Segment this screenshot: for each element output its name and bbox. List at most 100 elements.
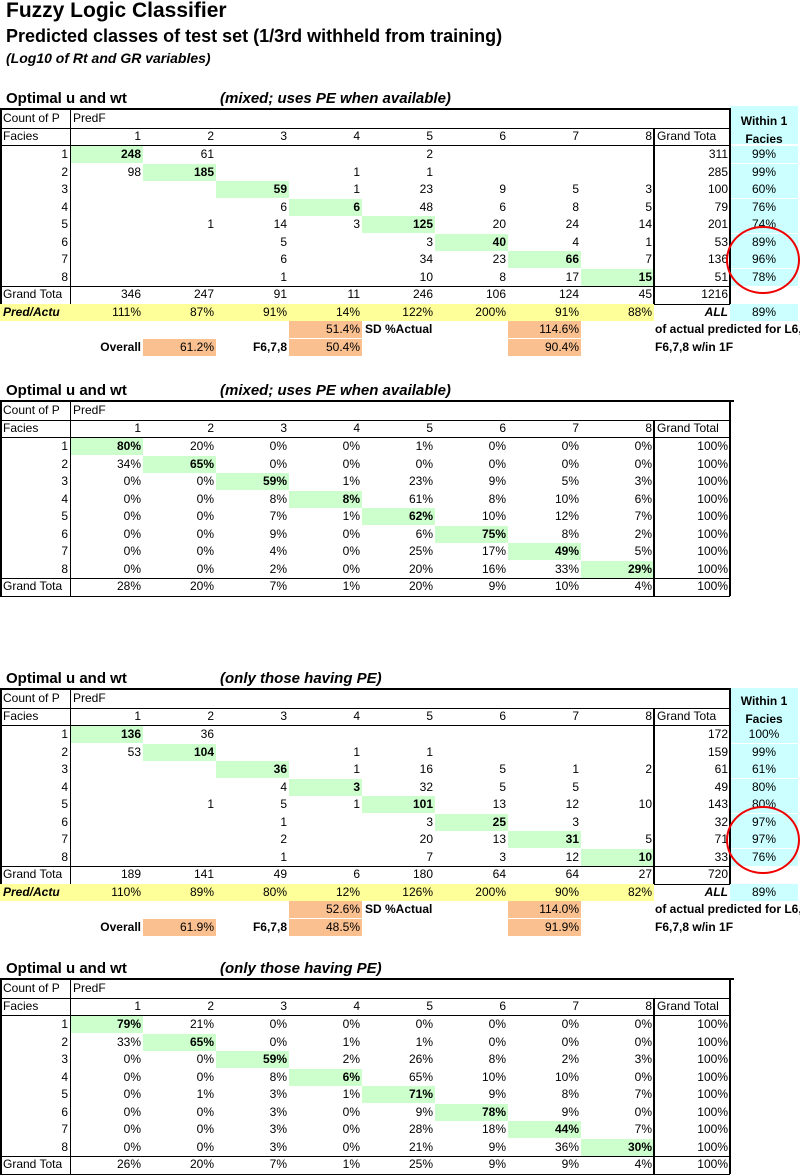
- grand-total-row-cell[interactable]: 49: [273, 867, 287, 881]
- pred-actual-cell[interactable]: 91%: [554, 304, 579, 319]
- table-cell[interactable]: 5: [645, 832, 652, 846]
- table-cell[interactable]: 9%: [488, 474, 506, 488]
- table-cell[interactable]: 7: [645, 252, 652, 266]
- table-cell[interactable]: 1%: [342, 509, 360, 523]
- table-cell[interactable]: 0%: [634, 1104, 652, 1119]
- table-cell[interactable]: 1: [280, 269, 287, 284]
- table-cell[interactable]: 10: [419, 269, 433, 284]
- diagonal-cell[interactable]: 59%: [216, 1051, 289, 1068]
- grand-total-cell[interactable]: 100%: [697, 1034, 728, 1049]
- diagonal-cell[interactable]: 78%: [435, 1103, 508, 1121]
- grand-total-cell[interactable]: 100%: [697, 509, 728, 523]
- grand-total-row-cell[interactable]: 26%: [116, 1157, 141, 1171]
- table-cell[interactable]: 33%: [554, 561, 579, 576]
- table-cell[interactable]: 0%: [342, 526, 360, 541]
- table-cell[interactable]: [508, 164, 581, 181]
- diagonal-cell[interactable]: 185: [143, 163, 216, 181]
- grand-total-row-cell[interactable]: 1%: [342, 1157, 360, 1171]
- grand-total-cell[interactable]: 172: [707, 727, 728, 741]
- grand-total-row-cell[interactable]: 6: [353, 867, 360, 881]
- table-cell[interactable]: 0%: [342, 1104, 360, 1119]
- table-cell[interactable]: 1: [280, 849, 287, 864]
- pred-actual-cell[interactable]: 89%: [189, 884, 214, 899]
- table-cell[interactable]: 3%: [634, 1052, 652, 1066]
- table-cell[interactable]: 0%: [123, 491, 141, 506]
- grand-total-row-cell[interactable]: 124: [558, 287, 579, 301]
- grand-total-row-cell[interactable]: 246: [412, 287, 433, 301]
- table-cell[interactable]: [70, 234, 143, 251]
- table-cell[interactable]: 1: [353, 744, 360, 759]
- table-cell[interactable]: 0%: [123, 561, 141, 576]
- table-cell[interactable]: 1%: [342, 1034, 360, 1049]
- diagonal-cell[interactable]: 71%: [362, 1086, 435, 1103]
- table-cell[interactable]: 8%: [488, 491, 506, 506]
- table-cell[interactable]: [143, 849, 216, 866]
- table-cell[interactable]: 25%: [408, 544, 433, 558]
- within-1f-value[interactable]: 91.9%: [508, 918, 581, 936]
- table-cell[interactable]: [143, 761, 216, 778]
- table-cell[interactable]: 16%: [481, 561, 506, 576]
- table-cell[interactable]: 1%: [415, 439, 433, 453]
- table-cell[interactable]: 12: [565, 797, 579, 811]
- table-cell[interactable]: 0%: [342, 1122, 360, 1136]
- table-cell[interactable]: 0%: [123, 1122, 141, 1136]
- grand-total-cell[interactable]: 61: [714, 762, 728, 776]
- table-cell[interactable]: 98: [127, 164, 141, 179]
- table-cell[interactable]: 1: [353, 164, 360, 179]
- grand-total-row-cell[interactable]: 106: [485, 287, 506, 301]
- table-cell[interactable]: 4: [280, 779, 287, 794]
- f678-value[interactable]: 50.4%: [289, 338, 362, 356]
- diagonal-cell[interactable]: 36: [216, 761, 289, 778]
- table-cell[interactable]: [70, 181, 143, 198]
- diagonal-cell[interactable]: 136: [70, 726, 143, 743]
- table-cell[interactable]: 1: [353, 762, 360, 776]
- within-1-cell[interactable]: 80%: [730, 778, 798, 796]
- table-cell[interactable]: [508, 726, 581, 743]
- table-cell[interactable]: 1: [353, 797, 360, 811]
- diagonal-cell[interactable]: 66: [508, 251, 581, 268]
- table-cell[interactable]: 1: [426, 164, 433, 179]
- within-1-cell[interactable]: 60%: [730, 181, 798, 198]
- table-cell[interactable]: 2%: [269, 561, 287, 576]
- within-1f-value[interactable]: 90.4%: [508, 338, 581, 356]
- diagonal-cell[interactable]: 15: [581, 268, 654, 286]
- table-cell[interactable]: 0%: [123, 474, 141, 488]
- table-cell[interactable]: 1%: [342, 1087, 360, 1101]
- table-cell[interactable]: 9%: [415, 1104, 433, 1119]
- overall-value[interactable]: 61.9%: [143, 918, 216, 936]
- grand-total-cell[interactable]: 201: [707, 217, 728, 231]
- table-cell[interactable]: 0%: [634, 1017, 652, 1031]
- table-cell[interactable]: 0%: [123, 1052, 141, 1066]
- pred-actual-cell[interactable]: 200%: [475, 304, 506, 319]
- table-cell[interactable]: 1: [645, 234, 652, 249]
- table-cell[interactable]: 0%: [196, 544, 214, 558]
- table-cell[interactable]: 2%: [561, 1052, 579, 1066]
- table-cell[interactable]: [143, 814, 216, 831]
- table-cell[interactable]: 4: [572, 234, 579, 249]
- table-cell[interactable]: [581, 726, 654, 743]
- grand-total-cell[interactable]: 100%: [697, 526, 728, 541]
- table-cell[interactable]: 6: [280, 252, 287, 266]
- diagonal-cell[interactable]: 49%: [508, 543, 581, 560]
- table-cell[interactable]: 3%: [269, 1104, 287, 1119]
- table-cell[interactable]: 9%: [561, 1104, 579, 1119]
- table-cell[interactable]: 1%: [415, 1034, 433, 1049]
- table-cell[interactable]: 26%: [408, 1052, 433, 1066]
- table-cell[interactable]: [581, 779, 654, 796]
- grand-total-row-cell[interactable]: 7%: [269, 579, 287, 593]
- grand-total-row-cell[interactable]: 9%: [488, 579, 506, 593]
- grand-total-cell[interactable]: 49: [714, 779, 728, 794]
- table-cell[interactable]: 0%: [196, 1122, 214, 1136]
- table-cell[interactable]: 12: [565, 849, 579, 864]
- grand-total-cell[interactable]: 51: [714, 269, 728, 284]
- table-cell[interactable]: [143, 251, 216, 268]
- table-cell[interactable]: 0%: [415, 456, 433, 471]
- table-cell[interactable]: 0%: [488, 439, 506, 453]
- table-cell[interactable]: 0%: [269, 1017, 287, 1031]
- table-cell[interactable]: 34%: [116, 456, 141, 471]
- table-cell[interactable]: 0%: [561, 1017, 579, 1031]
- table-cell[interactable]: 8%: [269, 491, 287, 506]
- grand-total-cell[interactable]: 100%: [697, 1087, 728, 1101]
- table-cell[interactable]: 3: [572, 814, 579, 829]
- grand-total-cell[interactable]: 100%: [697, 456, 728, 471]
